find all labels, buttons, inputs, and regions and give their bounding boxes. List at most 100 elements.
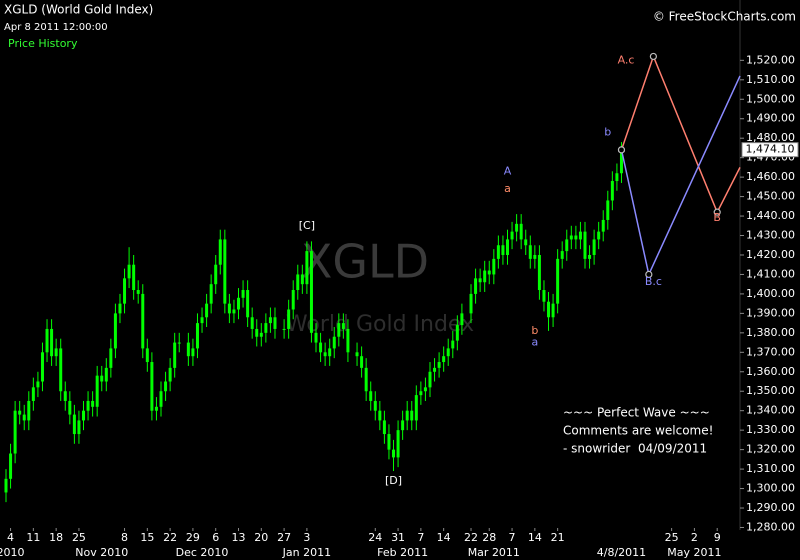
x-tick-label: 27 <box>277 531 291 544</box>
y-tick-label: 1,520.00 <box>746 53 795 66</box>
candle-body <box>27 400 31 421</box>
x-tick-label: 28 <box>482 531 496 544</box>
x-tick-label: 15 <box>140 531 154 544</box>
projection-point <box>617 146 626 154</box>
candle-body <box>123 278 127 304</box>
projection-line <box>620 54 741 214</box>
y-tick-label: 1,440.00 <box>746 209 795 222</box>
x-tick-label: 29 <box>186 531 200 544</box>
annotation: A <box>504 164 512 177</box>
x-month-label: Nov 2010 <box>75 546 128 559</box>
candle-body <box>360 356 364 368</box>
candle-body <box>200 317 204 324</box>
candle-body <box>132 264 136 291</box>
candle-body <box>337 323 341 337</box>
candle-body <box>423 387 427 392</box>
candle-body <box>145 348 149 363</box>
candle-body <box>319 342 323 353</box>
x-tick-label: 9 <box>714 531 721 544</box>
candle-body <box>305 251 309 285</box>
candle-body <box>300 274 304 285</box>
y-tick-label: 1,510.00 <box>746 73 795 86</box>
y-tick-label: 1,420.00 <box>746 248 795 261</box>
y-tick-label: 1,350.00 <box>746 384 795 397</box>
y-tick-label: 1,340.00 <box>746 404 795 417</box>
y-tick-label: 1,500.00 <box>746 92 795 105</box>
x-month-label: Dec 2010 <box>176 546 229 559</box>
candle-body <box>296 274 300 291</box>
candle-body <box>273 317 277 329</box>
source: © FreeStockCharts.com <box>653 10 796 24</box>
candle-body <box>86 400 90 411</box>
candle-body <box>592 239 596 255</box>
candle-body <box>460 313 464 326</box>
candle-body <box>606 200 610 220</box>
candle-body <box>31 387 35 401</box>
candle-body <box>551 303 555 318</box>
candle-body <box>246 290 250 318</box>
candle-body <box>560 251 564 259</box>
candle-body <box>341 323 345 329</box>
candle-body <box>4 478 8 493</box>
x-month-label: May 2011 <box>667 546 721 559</box>
x-tick-label: 20 <box>254 531 268 544</box>
candle-body <box>442 356 446 363</box>
projection-point <box>649 52 657 61</box>
x-tick-label: 11 <box>26 531 40 544</box>
candle-body <box>414 395 418 421</box>
candle-body <box>13 410 17 454</box>
candle-body <box>410 410 414 421</box>
x-tick-label: 21 <box>551 531 565 544</box>
y-tick-label: 1,490.00 <box>746 112 795 125</box>
y-tick-label: 1,320.00 <box>746 443 795 456</box>
candle-body <box>164 381 168 392</box>
candle-body <box>36 381 40 388</box>
x-tick-label: 7 <box>417 531 424 544</box>
candle-body <box>382 420 386 435</box>
candle-body <box>22 414 26 421</box>
candle-body <box>68 400 72 415</box>
candle-body <box>505 239 509 255</box>
candle-body <box>118 303 122 314</box>
candle-body <box>150 362 154 411</box>
candle-body <box>177 342 181 344</box>
candle-body <box>451 340 455 349</box>
candle-body <box>574 235 578 240</box>
annotation: a <box>531 336 538 349</box>
candle-body <box>364 367 368 392</box>
annotation: B <box>713 211 721 224</box>
candle-body <box>40 352 44 382</box>
candle-body <box>542 290 546 302</box>
candle-body <box>419 391 423 396</box>
candle-body <box>209 284 213 304</box>
annotation: b <box>531 324 538 337</box>
projection-point <box>645 270 653 279</box>
y-tick-label: 1,370.00 <box>746 345 795 358</box>
x-tick-label: 8 <box>121 531 128 544</box>
annotation: A.c <box>618 53 635 66</box>
candle-body <box>109 348 113 368</box>
candle-body <box>154 406 158 411</box>
candle-body <box>515 223 519 232</box>
candle-body <box>18 410 22 415</box>
note: Comments are welcome! <box>563 424 713 438</box>
x-month-label: Feb 2011 <box>377 546 428 559</box>
candle-body <box>54 348 58 357</box>
candle-body <box>259 332 263 337</box>
candle-body <box>387 434 391 450</box>
candle-body <box>309 251 313 333</box>
candle-body <box>255 328 259 337</box>
annotation: b <box>604 125 611 138</box>
candle-body <box>524 239 528 246</box>
candle-body <box>496 245 500 259</box>
candle-body <box>601 219 605 232</box>
candle-body <box>610 181 614 201</box>
watermark-symbol: XGLD <box>301 235 429 289</box>
candle-body <box>232 309 236 314</box>
x-tick-label: 22 <box>163 531 177 544</box>
last-price-label: 1,474.10 <box>746 143 795 156</box>
candle-body <box>218 239 222 265</box>
candle-body <box>72 414 76 435</box>
candle-body <box>104 367 108 382</box>
